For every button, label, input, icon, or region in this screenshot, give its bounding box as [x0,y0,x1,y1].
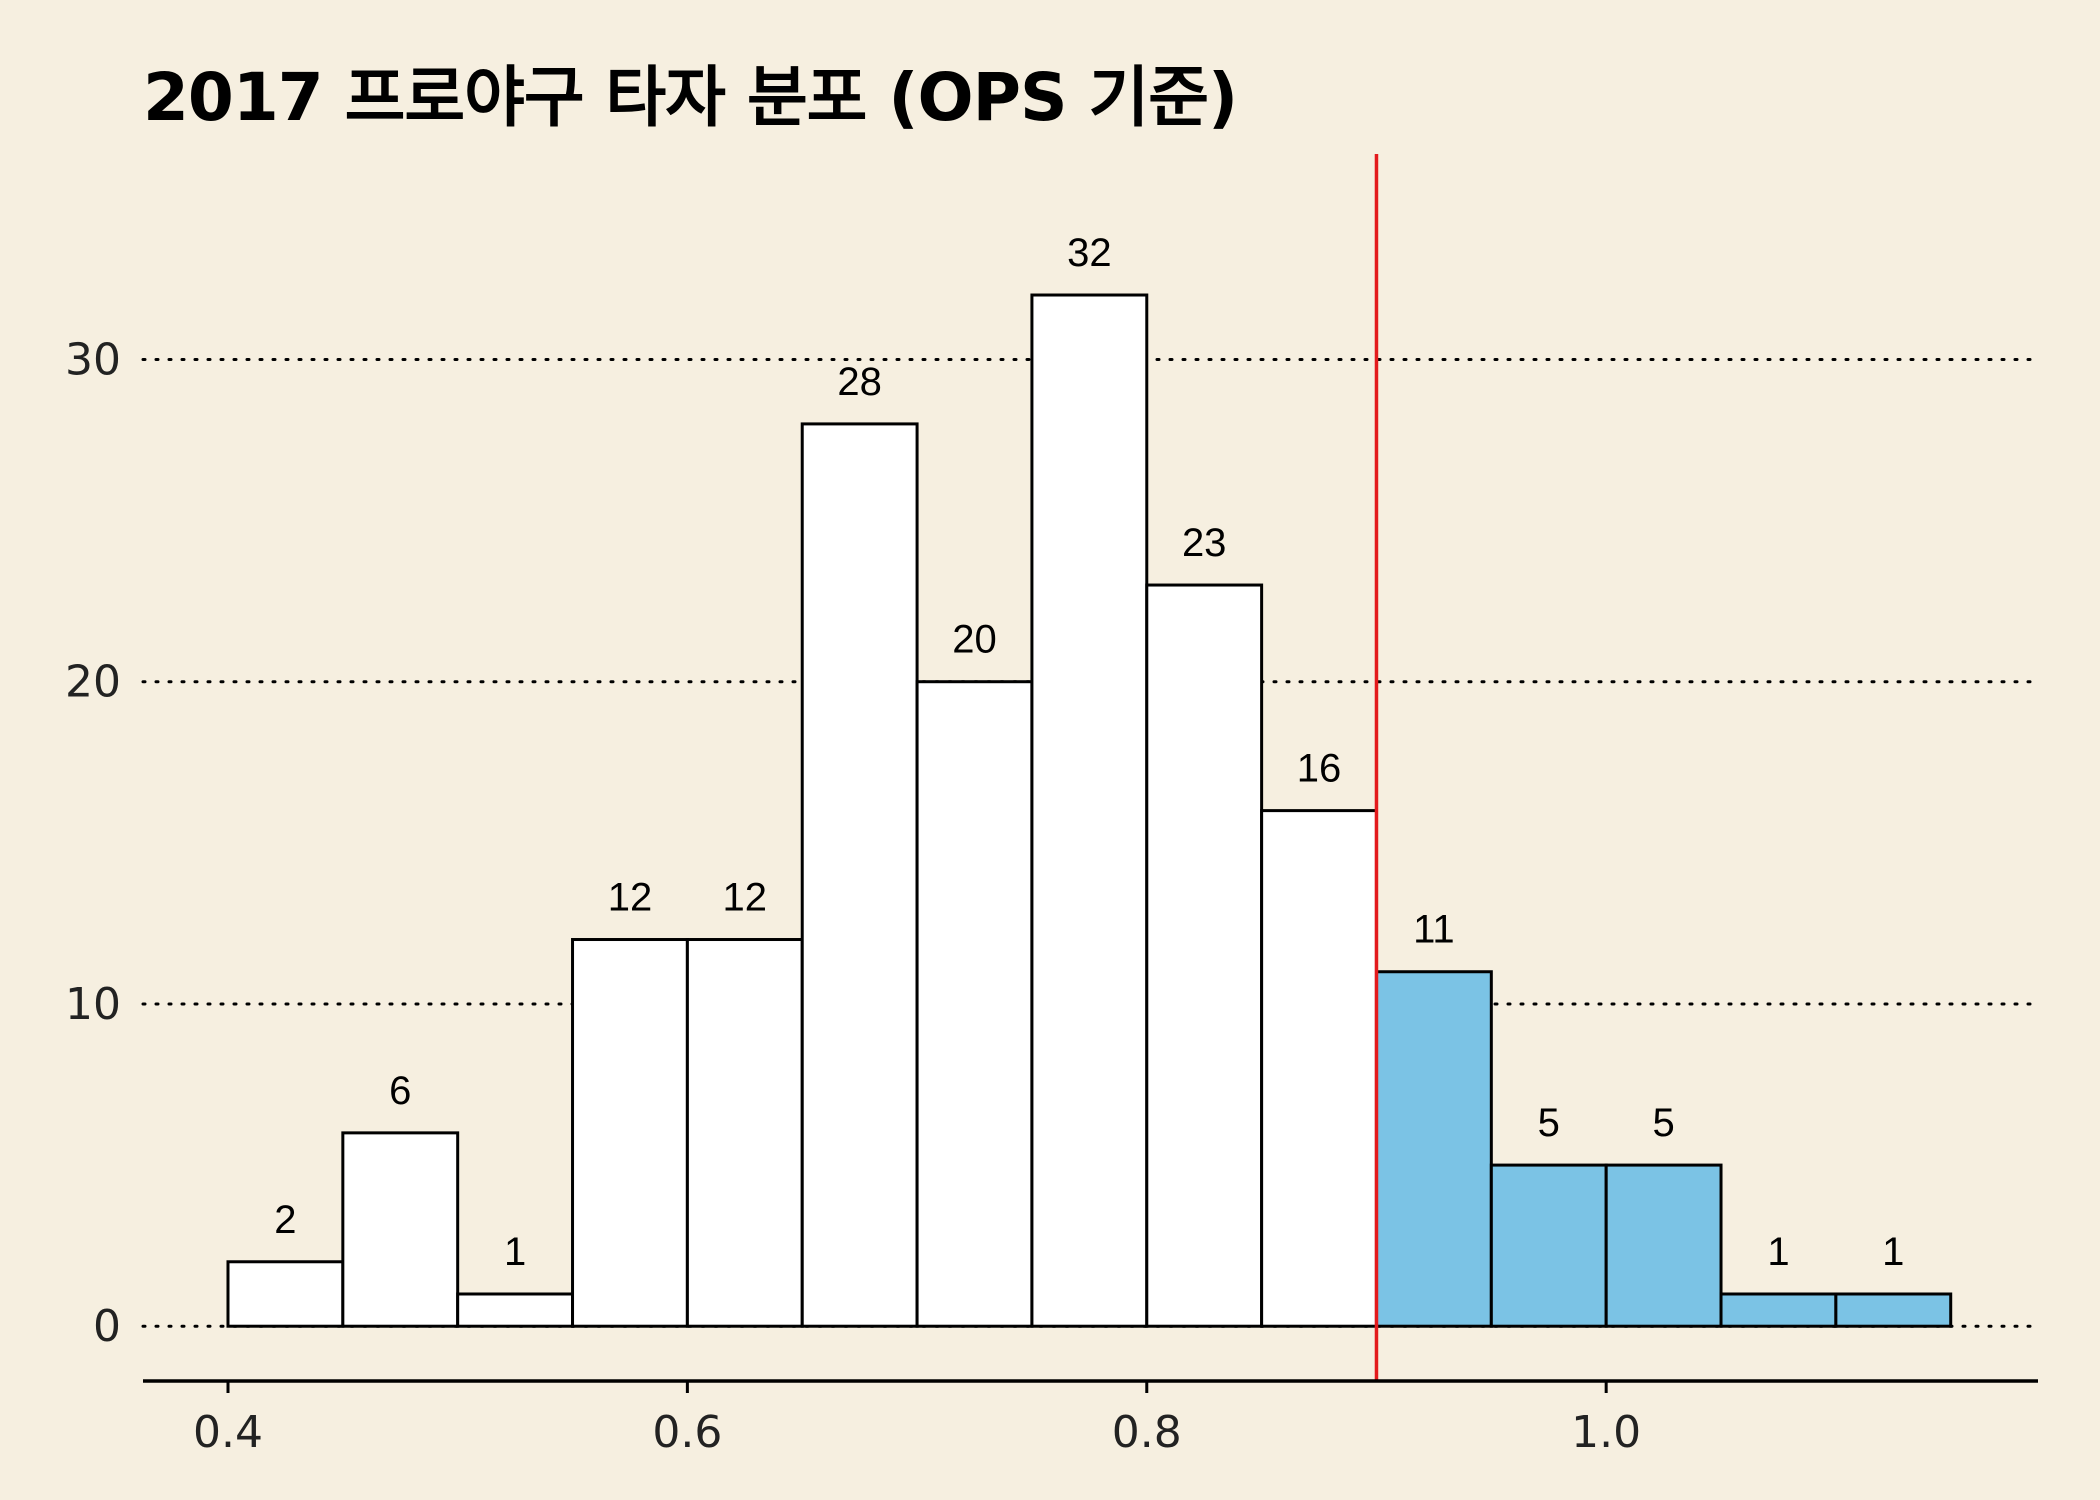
y-tick-label-10: 10 [65,979,121,1030]
histogram-bar [1030,293,1149,1328]
y-tick-label-20: 20 [65,657,121,708]
histogram-bar [685,938,804,1328]
histogram-bar [456,1292,575,1328]
y-tick-label-30: 30 [65,334,121,385]
bar-value-label: 6 [389,1069,411,1113]
histogram-bar [915,680,1034,1328]
bar-value-label: 11 [1413,908,1455,952]
histogram-bar [571,938,689,1328]
histogram-bar [1834,1292,1953,1328]
bar-value-label: 12 [723,876,768,920]
chart-title: 2017 프로야구 타자 분포 (OPS 기준) [143,59,1238,136]
histogram-bar [1374,970,1493,1328]
bar-value-label: 28 [837,360,882,404]
bar-value-label: 1 [1882,1230,1904,1274]
x-tick-label-0.4: 0.4 [193,1407,263,1458]
histogram-bar [1145,583,1264,1328]
histogram-bar [1489,1163,1608,1328]
bar-value-label: 1 [504,1230,526,1274]
bar-value-label: 2 [274,1198,296,1242]
bar-value-label: 12 [608,876,653,920]
histogram-bars [226,293,1953,1328]
bar-value-label: 23 [1182,521,1227,565]
histogram-bar [1719,1292,1838,1328]
x-tick-label-0.6: 0.6 [652,1407,722,1458]
bar-value-label: 32 [1067,231,1112,275]
y-tick-label-0: 0 [93,1301,121,1352]
bar-value-label: 5 [1538,1101,1560,1145]
x-axis: 0.4 0.6 0.8 1.0 [143,1379,2038,1458]
y-axis-tick-labels: 0 10 20 30 [65,334,121,1352]
bar-value-label: 1 [1767,1230,1789,1274]
histogram-bar [1260,809,1378,1328]
x-tick-label-1.0: 1.0 [1571,1407,1641,1458]
histogram-bar [226,1260,345,1328]
bar-value-label: 5 [1652,1101,1674,1145]
x-tick-label-0.8: 0.8 [1112,1407,1182,1458]
histogram-bar [800,422,919,1328]
bar-value-label: 20 [952,618,997,662]
histogram-bar [341,1131,460,1328]
histogram-bar [1604,1163,1723,1328]
bar-value-label: 16 [1297,747,1342,791]
